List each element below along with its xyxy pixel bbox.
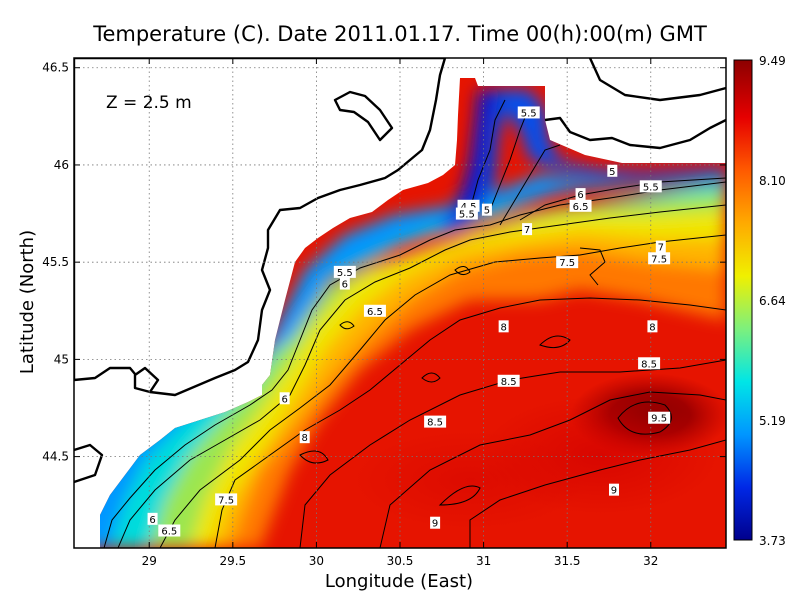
x-tick-label: 30 — [309, 554, 324, 568]
contour-label-box — [569, 199, 592, 212]
contour-lines — [103, 99, 726, 548]
contour-label-box — [647, 320, 658, 333]
contour-label: 4.5 — [461, 202, 477, 213]
contour-label-box — [607, 164, 618, 177]
x-tick-label: 29.5 — [219, 554, 246, 568]
contour-label-box — [299, 431, 310, 444]
contour-label: 5 — [484, 206, 490, 217]
gridlines — [74, 58, 726, 548]
contour-label-box — [608, 483, 619, 496]
colorbar-tick-label: 3.73 — [759, 534, 786, 548]
colorbar-tick-label: 5.19 — [759, 414, 786, 428]
map-title: Temperature (C). Date 2011.01.17. Time 0… — [92, 22, 707, 46]
contour-label: 8.5 — [501, 377, 517, 388]
x-axis-label: Longitude (East) — [325, 571, 473, 592]
contour-label-box — [455, 207, 478, 220]
colorbar — [733, 59, 753, 541]
contour-label-box — [430, 516, 441, 529]
contour-label-box — [575, 188, 586, 201]
contour-label-box — [333, 265, 356, 278]
colorbar-tick-label: 9.49 — [759, 54, 786, 68]
x-tick-label: 31 — [476, 554, 491, 568]
y-tick-label: 44.5 — [42, 450, 69, 464]
contour-label: 5.5 — [643, 182, 659, 193]
colorbar-tick-label: 6.64 — [759, 294, 786, 308]
x-axis-ticks: 29 29.5 30 30.5 31 31.5 32 — [142, 58, 658, 568]
x-tick-label: 30.5 — [387, 554, 414, 568]
x-tick-label: 31.5 — [554, 554, 581, 568]
x-tick-label: 29 — [142, 554, 157, 568]
contour-label: 6.5 — [161, 527, 177, 538]
contour-label-box — [147, 512, 158, 525]
y-tick-label: 45 — [54, 352, 69, 366]
coastline — [74, 58, 726, 484]
colorbar-tick-label: 8.10 — [759, 174, 786, 188]
contour-label: 5 — [609, 167, 615, 178]
contour-label: 8 — [302, 433, 308, 444]
contour-label-box — [424, 415, 447, 428]
contour-label-box — [339, 277, 350, 290]
x-tick-label: 32 — [643, 554, 658, 568]
contour-label-box — [498, 320, 509, 333]
y-tick-label: 45.5 — [42, 255, 69, 269]
contour-label-box — [215, 493, 238, 506]
contour-label-box — [655, 240, 666, 253]
contour-label: 8 — [500, 322, 506, 333]
contour-label: 7.5 — [218, 495, 234, 506]
contour-label: 9 — [432, 519, 438, 530]
contour-label: 9 — [611, 486, 617, 497]
contour-label: 9.5 — [651, 414, 667, 425]
contour-label-box — [648, 411, 671, 424]
contour-label: 8 — [649, 322, 655, 333]
contour-label: 8.5 — [641, 359, 657, 370]
contour-label: 6 — [281, 394, 287, 405]
contour-label-box — [497, 374, 520, 387]
contour-label: 7.5 — [651, 254, 667, 265]
contour-label-box — [158, 524, 181, 537]
contour-label-box — [481, 203, 492, 216]
contour-label: 7 — [524, 225, 530, 236]
contour-label-box — [517, 106, 540, 119]
contour-label: 6.5 — [573, 202, 589, 213]
contour-label: 7 — [658, 243, 664, 254]
contour-label: 6 — [342, 280, 348, 291]
contour-label-box — [363, 304, 386, 317]
contour-label-box — [522, 223, 533, 236]
contour-label: 6 — [577, 190, 583, 201]
contour-label: 5.5 — [521, 108, 537, 119]
contour-label: 6.5 — [367, 307, 383, 318]
contour-label-box — [556, 256, 579, 269]
contour-label: 5.5 — [337, 268, 353, 279]
contour-label-box — [639, 180, 662, 193]
y-tick-label: 46 — [54, 158, 69, 172]
contour-label: 8.5 — [427, 418, 443, 429]
colorbar-labels: 9.49 8.10 6.64 5.19 3.73 — [759, 54, 786, 548]
y-axis-ticks: 44.5 45 45.5 46 46.5 — [42, 61, 726, 464]
contour-label-box — [279, 392, 290, 405]
contour-label-box — [648, 252, 671, 265]
contour-label: 5.5 — [459, 210, 475, 221]
y-tick-label: 46.5 — [42, 61, 69, 75]
contour-label: 7.5 — [559, 258, 575, 269]
contour-label-box — [638, 357, 661, 370]
y-axis-label: Latitude (North) — [17, 230, 38, 374]
contour-label: 6 — [149, 515, 155, 526]
